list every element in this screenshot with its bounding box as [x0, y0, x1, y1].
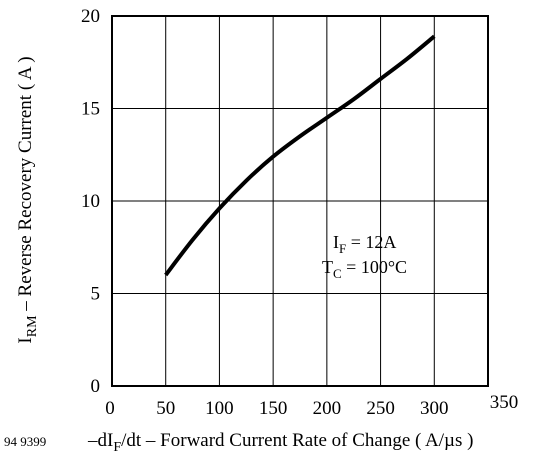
- y-axis-title: IRM – Reverse Recovery Current ( A ): [15, 56, 40, 343]
- plot-frame: [111, 15, 489, 387]
- y-tick-label: 10: [81, 191, 100, 212]
- x-tick-label: 250: [366, 398, 395, 419]
- figure-number: 94 9399: [4, 434, 46, 449]
- y-tick-labels: 0 5 10 15 20: [81, 6, 100, 397]
- y-tick-label: 20: [81, 6, 100, 27]
- annotation-case-temperature: TC = 100°C: [322, 257, 407, 281]
- x-tick-label: 0: [105, 398, 115, 419]
- y-tick-label: 5: [91, 284, 101, 305]
- series-line: [164, 34, 436, 277]
- annotation-forward-current: IF = 12A: [333, 232, 396, 256]
- x-tick-label: 350: [490, 392, 519, 413]
- x-tick-label: 50: [156, 398, 175, 419]
- x-tick-label: 150: [259, 398, 288, 419]
- grid: [112, 16, 488, 386]
- x-tick-labels: 0 50 100 150 200 250 300 350: [105, 392, 518, 419]
- x-tick-label: 200: [313, 398, 342, 419]
- x-tick-label: 300: [420, 398, 449, 419]
- x-tick-label: 100: [205, 398, 234, 419]
- series-layer: [164, 34, 436, 277]
- x-axis-title: –dIF/dt – Forward Current Rate of Change…: [87, 430, 473, 455]
- y-tick-label: 0: [91, 376, 101, 397]
- y-tick-label: 15: [81, 99, 100, 120]
